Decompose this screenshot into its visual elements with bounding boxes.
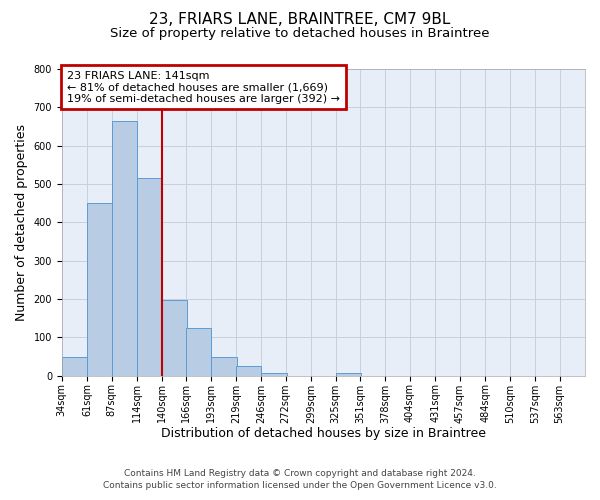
Bar	[87, 203, 113, 376]
Text: 23 FRIARS LANE: 141sqm
← 81% of detached houses are smaller (1,669)
19% of semi-: 23 FRIARS LANE: 141sqm ← 81% of detached…	[67, 70, 340, 104]
Bar	[112, 121, 137, 376]
Text: Size of property relative to detached houses in Braintree: Size of property relative to detached ho…	[110, 28, 490, 40]
Bar	[236, 366, 261, 376]
Text: Contains HM Land Registry data © Crown copyright and database right 2024.: Contains HM Land Registry data © Crown c…	[124, 468, 476, 477]
X-axis label: Distribution of detached houses by size in Braintree: Distribution of detached houses by size …	[161, 427, 486, 440]
Bar	[161, 300, 187, 376]
Bar	[261, 372, 287, 376]
Bar	[62, 356, 87, 376]
Bar	[186, 328, 211, 376]
Bar	[211, 358, 237, 376]
Bar	[137, 178, 163, 376]
Bar	[335, 372, 361, 376]
Text: 23, FRIARS LANE, BRAINTREE, CM7 9BL: 23, FRIARS LANE, BRAINTREE, CM7 9BL	[149, 12, 451, 28]
Text: Contains public sector information licensed under the Open Government Licence v3: Contains public sector information licen…	[103, 481, 497, 490]
Y-axis label: Number of detached properties: Number of detached properties	[15, 124, 28, 321]
